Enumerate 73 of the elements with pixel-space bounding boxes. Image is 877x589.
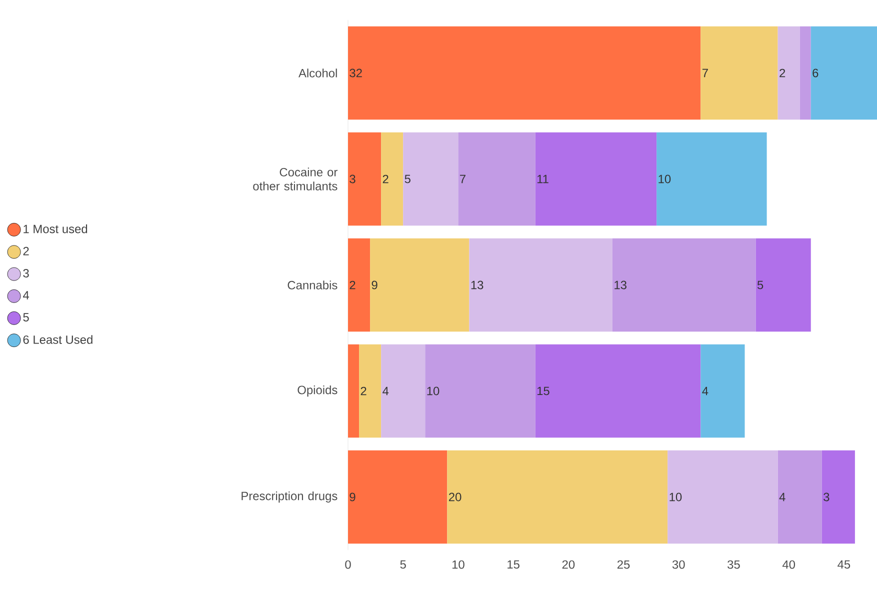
legend-label: 6 Least Used: [23, 335, 92, 344]
y-tick-label: Cocaine or other stimulants: [253, 168, 338, 190]
data-label: 10: [658, 174, 671, 184]
legend-label: 1 Most used: [24, 224, 88, 234]
bar: [535, 132, 657, 226]
x-tick-label: 40: [782, 560, 796, 569]
data-label: 32: [350, 68, 362, 78]
data-label: 7: [702, 68, 708, 78]
bar: [756, 238, 811, 332]
legend-label: 5: [23, 313, 29, 322]
data-label: 7: [460, 174, 466, 184]
y-tick-label: Opioids: [298, 385, 338, 397]
data-label: 9: [372, 280, 378, 290]
x-tick-label: 10: [452, 560, 464, 569]
legend-label: 2: [23, 246, 29, 256]
data-label: 15: [537, 386, 550, 396]
data-label: 5: [404, 174, 410, 184]
data-label: 6: [812, 68, 818, 78]
bar: [700, 344, 745, 438]
y-tick-label: Cannabis: [288, 280, 338, 290]
data-label: 5: [757, 280, 764, 290]
bar: [469, 238, 612, 332]
bar: [612, 238, 756, 332]
data-label: 2: [360, 386, 366, 396]
bar: [458, 132, 536, 226]
x-tick-label: 15: [508, 560, 520, 569]
x-tick-label: 35: [728, 560, 740, 569]
x-tick-label: 30: [672, 560, 685, 569]
bar: [668, 450, 778, 544]
bar: [348, 238, 370, 332]
bar: [348, 344, 360, 438]
x-tick-label: 0: [345, 560, 351, 569]
data-label: 2: [382, 174, 388, 184]
bar: [822, 450, 855, 544]
data-label: 13: [614, 280, 626, 290]
data-label: 20: [448, 492, 462, 502]
bar: [778, 450, 822, 544]
bar: [348, 132, 382, 226]
bar: [778, 26, 800, 120]
bar: [447, 450, 668, 544]
bar: [810, 26, 877, 120]
data-label: 2: [350, 280, 356, 290]
data-label: 4: [702, 386, 708, 396]
y-tick-label: Alcohol: [298, 68, 337, 78]
bar: [359, 344, 382, 438]
bar: [370, 238, 470, 332]
y-tick-label: Prescription drugs: [242, 491, 338, 503]
data-label: 13: [471, 280, 484, 290]
data-label: 4: [382, 386, 389, 396]
bar: [348, 26, 701, 120]
x-tick-label: 25: [617, 560, 630, 569]
bar: [381, 132, 404, 226]
bar: [800, 26, 811, 120]
bar: [535, 344, 701, 438]
bar: [348, 450, 448, 544]
bar: [403, 132, 458, 226]
data-label: 4: [779, 492, 786, 502]
x-tick-label: 5: [400, 560, 406, 569]
legend-label: 4: [23, 291, 30, 300]
bar: [700, 26, 778, 120]
x-tick-label: 20: [562, 560, 575, 569]
x-tick-label: 45: [838, 560, 850, 569]
legend-label: 3: [23, 269, 29, 278]
data-label: 2: [780, 68, 786, 78]
data-label: 10: [427, 386, 440, 396]
data-label: 11: [537, 174, 548, 184]
bar: [656, 132, 767, 226]
bar: [425, 344, 536, 438]
data-label: 3: [824, 492, 830, 502]
bar: [381, 344, 426, 438]
data-label: 10: [670, 492, 682, 502]
data-label: 3: [350, 174, 356, 184]
data-label: 9: [350, 492, 356, 502]
